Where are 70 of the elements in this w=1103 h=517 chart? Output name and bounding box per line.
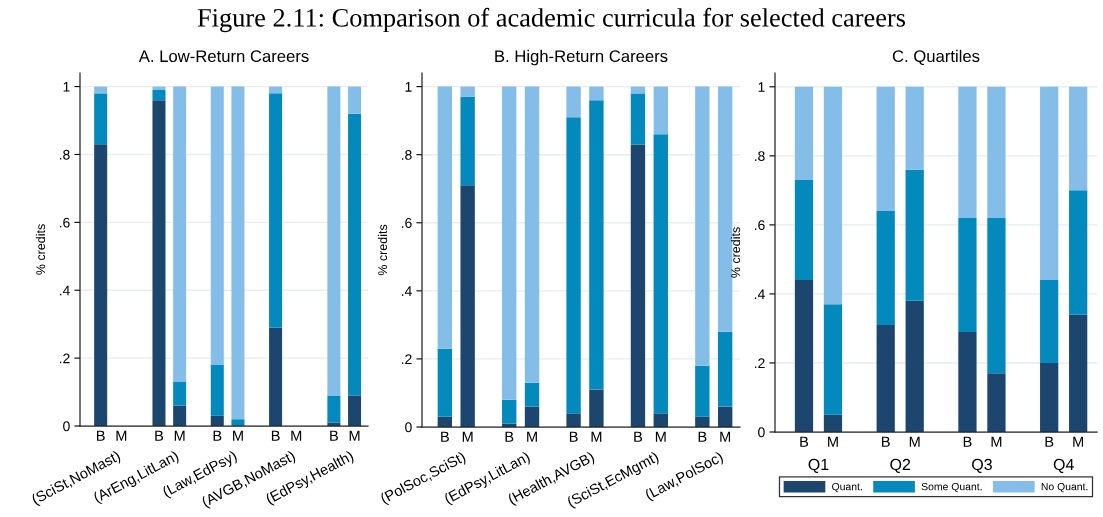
bar — [152, 100, 166, 426]
y-tick-label: .6 — [754, 220, 765, 231]
x-tick-label: B — [505, 431, 514, 442]
text: Q3 — [972, 458, 992, 473]
y-tick-label: .8 — [401, 150, 412, 160]
y-tick-label: 1 — [405, 82, 412, 92]
bar — [327, 395, 341, 423]
x-tick-label: M — [1073, 436, 1084, 447]
x-tick-label: M — [174, 430, 185, 441]
bar — [152, 89, 166, 101]
y-tick-label: .8 — [59, 149, 70, 160]
bar — [210, 86, 224, 365]
y-tick-label: 1 — [758, 82, 765, 92]
bar — [210, 364, 224, 416]
y-tick-label: 1 — [63, 82, 70, 92]
x-tick-label: B — [698, 431, 707, 442]
text: Figure 2.11: Comparison of academic curricula for selected careers — [197, 7, 906, 33]
x-tick-label: B — [1045, 436, 1054, 447]
text: Q2 — [890, 458, 911, 473]
y-tick-label: .2 — [59, 353, 70, 364]
legend-label: No Quant. — [1041, 482, 1088, 493]
chart-subtitle: A. Low-Return Careers — [138, 50, 309, 63]
x-tick-label: M — [233, 430, 243, 441]
y-tick-label: .2 — [401, 354, 412, 364]
x-tick-label: M — [655, 431, 666, 442]
y-axis-title: % credits — [730, 227, 741, 278]
y-tick-label: 0 — [63, 421, 70, 432]
bar — [94, 144, 108, 426]
x-tick-label: M — [991, 436, 1002, 447]
x-tick-label: B — [441, 431, 449, 442]
x-tick-label: B — [800, 436, 809, 447]
text: Q4 — [1053, 458, 1074, 473]
text: Q1 — [808, 458, 829, 473]
x-tick-label: B — [271, 430, 280, 441]
legend-label: Quant. — [832, 482, 862, 493]
x-tick-label: M — [828, 436, 838, 447]
legend-label: Some Quant. — [921, 482, 982, 493]
y-tick-label: .8 — [754, 151, 765, 162]
y-tick-label: .4 — [59, 285, 70, 296]
x-tick-label: B — [97, 430, 105, 441]
chart-subtitle: B. High-Return Careers — [495, 49, 668, 66]
x-tick-label: B — [963, 436, 972, 447]
x-tick-label: M — [909, 436, 920, 447]
x-tick-label: M — [720, 431, 731, 442]
y-axis-title: % credits — [35, 224, 46, 275]
x-tick-label: B — [330, 430, 338, 441]
x-tick-label: M — [291, 430, 302, 441]
y-tick-label: 0 — [758, 427, 765, 438]
bar — [94, 93, 108, 145]
bar — [269, 327, 283, 426]
x-tick-label: M — [116, 430, 127, 441]
y-tick-label: .4 — [401, 286, 412, 296]
bar — [269, 93, 283, 328]
x-tick-label: M — [527, 431, 537, 442]
x-tick-label: M — [462, 431, 473, 442]
x-tick-label: M — [591, 431, 602, 442]
chart-subtitle: C. Quartiles — [892, 49, 980, 66]
y-tick-label: .6 — [401, 218, 412, 228]
y-tick-label: .6 — [59, 217, 70, 228]
y-tick-label: 0 — [405, 422, 412, 433]
y-tick-label: .2 — [754, 358, 765, 368]
x-tick-label: B — [155, 430, 164, 441]
x-tick-label: B — [634, 431, 643, 442]
bar — [327, 86, 341, 396]
y-axis-title: % credits — [377, 224, 388, 276]
x-tick-label: M — [349, 430, 360, 441]
x-tick-label: B — [882, 436, 890, 447]
x-tick-label: B — [569, 431, 578, 442]
y-tick-label: .4 — [754, 289, 765, 299]
x-tick-label: B — [213, 430, 222, 441]
